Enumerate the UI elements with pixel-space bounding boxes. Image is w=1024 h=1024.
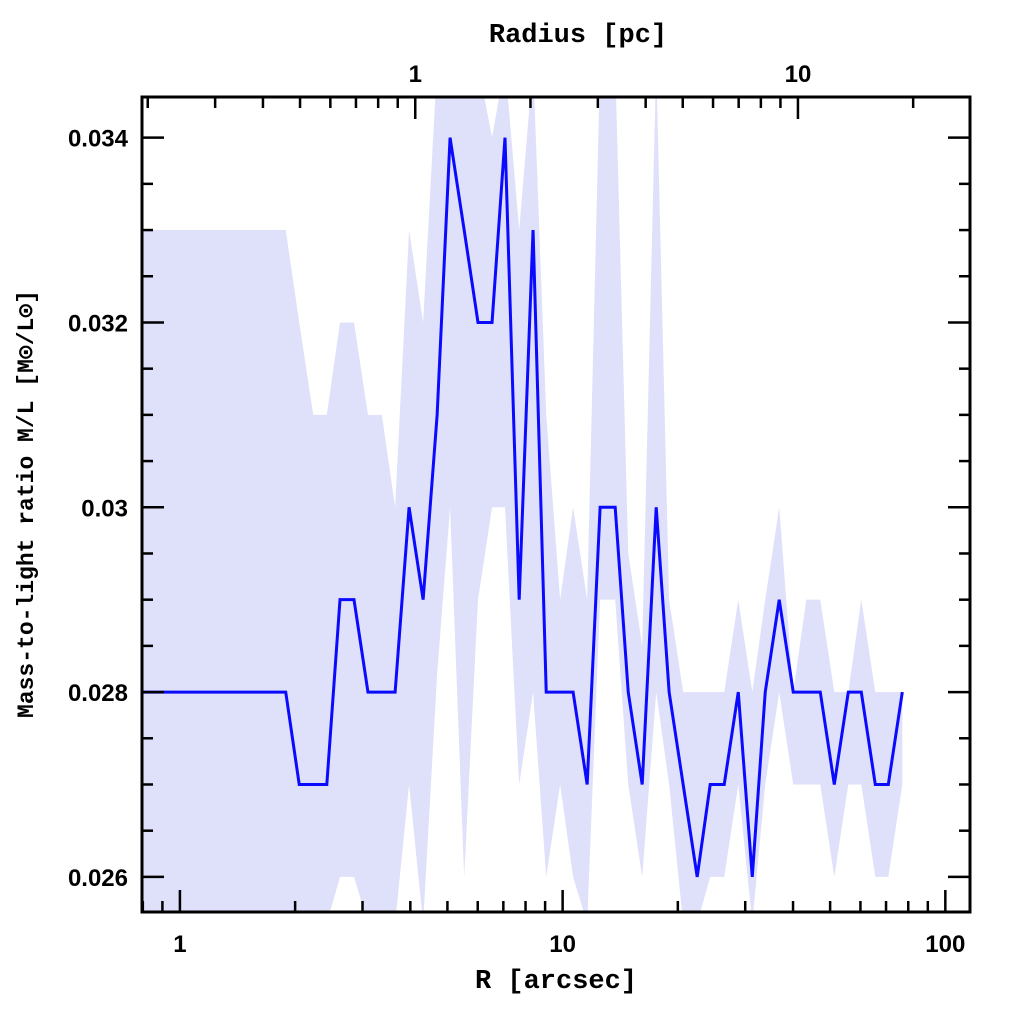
y-tick-label: 0.028: [68, 680, 128, 707]
y-tick-label: 0.026: [68, 865, 128, 892]
y-tick-label: 0.034: [68, 126, 129, 153]
x-tick-label: 100: [925, 931, 965, 958]
x2-tick-label: 10: [785, 61, 812, 88]
x-tick-label: 10: [549, 931, 576, 958]
y-tick-label: 0.032: [68, 310, 128, 337]
top-axis-label: Radius [pc]: [489, 21, 667, 51]
ml-series-line: [142, 137, 904, 878]
x-axis-label: R [arcsec]: [475, 967, 637, 997]
y-axis-label: Mass-to-light ratio M/L [M⊙/L⊙]: [14, 290, 40, 718]
y-tick-label: 0.03: [81, 495, 128, 522]
x-tick-label: 1: [173, 931, 186, 958]
plot-frame: [140, 95, 972, 914]
x2-tick-label: 1: [409, 61, 422, 88]
